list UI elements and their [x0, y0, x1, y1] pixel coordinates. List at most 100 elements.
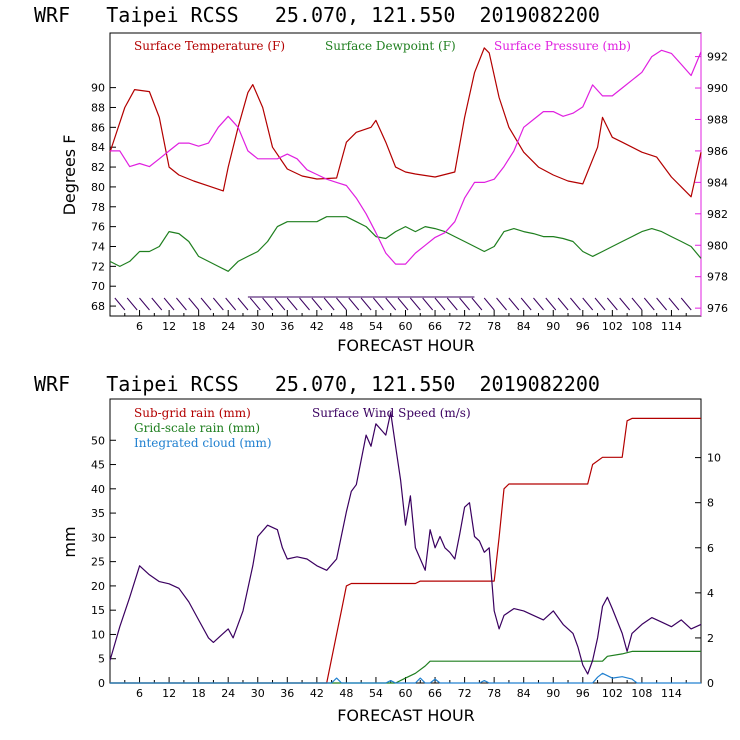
wind-barb	[139, 297, 150, 311]
wind-barb	[188, 297, 200, 311]
top-y2-tick-label: 976	[707, 302, 728, 315]
bottom-y2-tick-label: 4	[707, 587, 714, 600]
wind-barb	[545, 297, 557, 311]
bottom-x-tick-label: 60	[399, 687, 413, 700]
bottom-x-tick-label: 24	[221, 687, 235, 700]
bottom-y-tick-label: 30	[91, 531, 105, 544]
top-x-tick-label: 72	[458, 320, 472, 333]
bottom-x-tick-label: 102	[602, 687, 623, 700]
bottom-x-tick-label: 78	[487, 687, 501, 700]
series-sub-grid-rain-mm	[110, 417, 701, 684]
wind-barb	[656, 297, 667, 311]
wind-barb	[348, 297, 360, 311]
bottom-x-axis-label: FORECAST HOUR	[337, 706, 475, 725]
wind-barb	[471, 297, 483, 311]
bottom-y2-tick-label: 0	[707, 677, 714, 690]
wind-barb	[668, 297, 680, 311]
top-chart-title: WRF Taipei RCSS 25.070, 121.550 20190822…	[34, 3, 600, 27]
wind-barb	[163, 297, 175, 311]
bottom-y-tick-label: 35	[91, 507, 105, 520]
top-x-tick-label: 90	[546, 320, 560, 333]
top-chart-plot-area	[109, 32, 702, 317]
bottom-x-tick-label: 96	[576, 687, 590, 700]
wind-barb	[533, 297, 544, 311]
wind-barb	[385, 297, 397, 311]
top-x-tick-label: 78	[487, 320, 501, 333]
bottom-y-tick-label: 5	[98, 653, 105, 666]
wind-barb	[619, 297, 631, 311]
wind-barb	[299, 297, 310, 311]
wind-barb	[680, 297, 692, 311]
bottom-x-tick-label: 36	[280, 687, 294, 700]
wind-barb	[409, 297, 421, 311]
wind-barb	[557, 297, 569, 311]
bottom-x-tick-label: 84	[517, 687, 531, 700]
wind-barb	[570, 297, 581, 311]
bottom-x-tick-label: 66	[428, 687, 442, 700]
top-x-tick-label: 66	[428, 320, 442, 333]
bottom-y-tick-label: 0	[98, 677, 105, 690]
top-y2-tick-label: 992	[707, 51, 728, 64]
top-y-tick-label: 82	[91, 161, 105, 174]
bottom-x-tick-label: 48	[339, 687, 353, 700]
bottom-y-axis-label: mm	[60, 526, 79, 557]
top-x-tick-label: 24	[221, 320, 235, 333]
series-grid-scale-rain-mm	[110, 650, 701, 684]
top-y-tick-label: 74	[91, 240, 105, 253]
wind-barb	[114, 297, 126, 311]
wind-barbs	[114, 296, 692, 311]
series-surface-dewpoint-f	[109, 216, 702, 272]
bottom-y2-tick-label: 2	[707, 632, 714, 645]
series-integrated-cloud-mm	[110, 672, 701, 684]
legend-surface-pressure: Surface Pressure (mb)	[494, 39, 631, 53]
wind-barb	[520, 297, 532, 311]
top-y2-tick-label: 986	[707, 145, 728, 158]
top-x-tick-label: 96	[576, 320, 590, 333]
wind-barb	[582, 297, 594, 311]
bottom-x-tick-label: 108	[631, 687, 652, 700]
bottom-x-tick-label: 18	[192, 687, 206, 700]
top-x-tick-label: 84	[517, 320, 531, 333]
legend-grid-scale-rain: Grid-scale rain (mm)	[134, 421, 260, 435]
wind-barb	[311, 297, 323, 311]
top-y2-tick-label: 990	[707, 82, 728, 95]
bottom-y-tick-label: 40	[91, 483, 105, 496]
bottom-chart-title: WRF Taipei RCSS 25.070, 121.550 20190822…	[34, 372, 600, 396]
bottom-x-tick-label: 54	[369, 687, 383, 700]
bottom-x-tick-label: 72	[458, 687, 472, 700]
top-y-tick-label: 84	[91, 141, 105, 154]
top-x-tick-label: 114	[661, 320, 682, 333]
wind-barb	[446, 297, 458, 311]
top-x-tick-label: 12	[162, 320, 176, 333]
top-x-tick-label: 48	[339, 320, 353, 333]
bottom-y-tick-label: 25	[91, 556, 105, 569]
top-y2-tick-label: 978	[707, 271, 728, 284]
wind-barb	[200, 297, 212, 311]
wind-barb	[212, 297, 224, 311]
wind-barb	[237, 297, 249, 311]
legend-subgrid-rain: Sub-grid rain (mm)	[134, 406, 251, 420]
bottom-y2-tick-label: 6	[707, 542, 714, 555]
series-surface-temperature-f	[109, 47, 702, 198]
top-x-tick-label: 36	[280, 320, 294, 333]
bottom-x-tick-label: 114	[661, 687, 682, 700]
top-x-tick-label: 6	[136, 320, 143, 333]
legend-surface-wind-speed: Surface Wind Speed (m/s)	[312, 406, 471, 420]
wind-barb	[126, 297, 138, 311]
top-y-tick-label: 70	[91, 280, 105, 293]
wind-barb	[483, 297, 495, 311]
legend-surface-temperature: Surface Temperature (F)	[134, 39, 285, 53]
bottom-y-tick-label: 50	[91, 434, 105, 447]
top-x-tick-label: 108	[631, 320, 652, 333]
top-x-tick-label: 60	[399, 320, 413, 333]
bottom-x-tick-label: 6	[136, 687, 143, 700]
top-y-tick-label: 86	[91, 121, 105, 134]
wind-barb	[643, 297, 655, 311]
top-y-tick-label: 72	[91, 260, 105, 273]
top-y2-tick-label: 980	[707, 239, 728, 252]
wind-barb	[508, 297, 520, 311]
wind-barb	[360, 297, 372, 311]
top-y-tick-label: 90	[91, 82, 105, 95]
top-x-axis-label: FORECAST HOUR	[337, 336, 475, 355]
wind-barb	[176, 297, 187, 311]
